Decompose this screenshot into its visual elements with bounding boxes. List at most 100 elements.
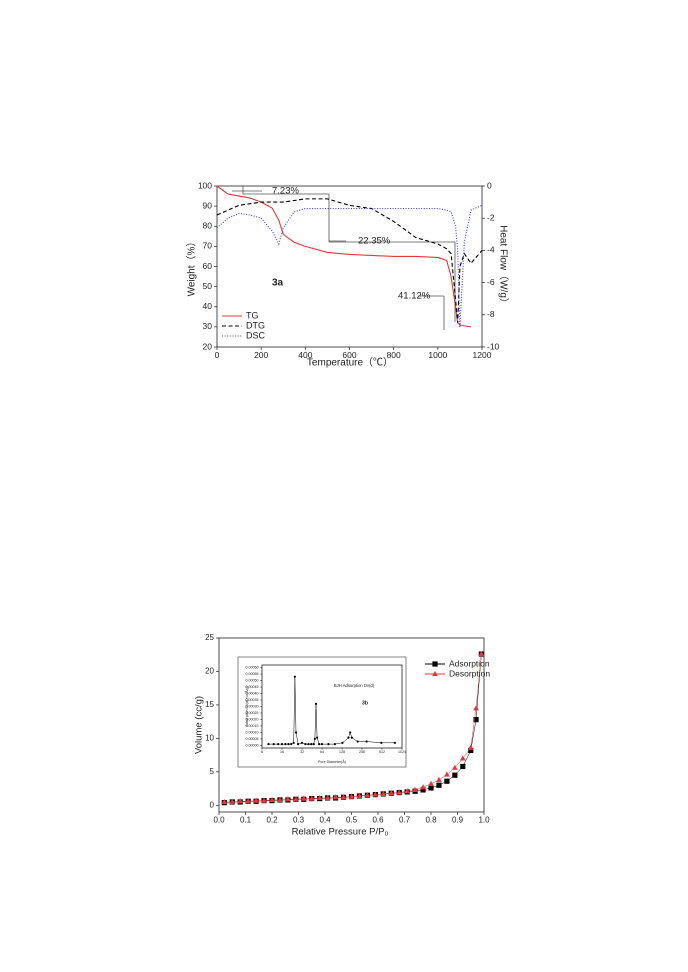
- series-line: [224, 654, 482, 803]
- y-tick-label: 0.00040: [246, 691, 259, 695]
- x-tick-label: 1024: [398, 750, 406, 754]
- y-tick-label: 90: [203, 200, 213, 210]
- y2-tick-label: -4: [487, 245, 495, 255]
- y-tick-label: 0.00020: [246, 717, 259, 721]
- y-axis-label: Adsorption Dv(d) (cc/Å/g): [244, 686, 249, 726]
- marker: [420, 787, 426, 793]
- marker: [285, 796, 291, 802]
- x-tick-label: 400: [298, 350, 312, 360]
- y2-tick-label: -6: [487, 277, 495, 287]
- y-axis-label: Weight（%）: [186, 237, 198, 297]
- marker: [393, 741, 396, 744]
- y-tick-label: 0: [210, 800, 215, 809]
- x-tick-label: 256: [359, 750, 365, 754]
- marker: [229, 798, 236, 805]
- y-tick-label: 15: [205, 700, 214, 709]
- marker: [304, 743, 307, 746]
- x-tick-label: 200: [254, 350, 268, 360]
- y-tick-label: 0.00015: [246, 724, 259, 728]
- marker: [221, 798, 228, 805]
- marker: [287, 743, 290, 746]
- marker: [404, 788, 411, 794]
- panel-label: 3a: [272, 278, 284, 289]
- y-axis-label: Volume (cc/g): [194, 696, 205, 754]
- annotation: 41.12%: [398, 291, 431, 302]
- y-tick-label: 0.00045: [246, 685, 259, 689]
- y2-tick-label: -10: [487, 341, 500, 351]
- x-tick-label: 0.3: [293, 816, 305, 825]
- marker: [467, 744, 474, 750]
- marker: [308, 795, 315, 801]
- marker: [436, 776, 442, 782]
- marker: [314, 702, 318, 706]
- annotation: 22.35%: [358, 236, 391, 247]
- x-tick-label: 0.1: [240, 816, 252, 825]
- y2-tick-label: 0: [487, 180, 492, 190]
- y-tick-label: 10: [205, 733, 214, 742]
- marker: [452, 772, 458, 778]
- y-tick-label: 50: [203, 281, 213, 291]
- y-tick-label: 0.00035: [246, 698, 259, 702]
- marker: [313, 737, 316, 741]
- marker: [380, 741, 383, 744]
- x-tick-label: 512: [379, 750, 385, 754]
- marker: [473, 705, 479, 711]
- y-tick-label: 40: [203, 301, 213, 311]
- x-tick-label: 0.5: [346, 816, 358, 825]
- series-line: [216, 204, 483, 328]
- x-tick-label: 0.8: [425, 816, 437, 825]
- marker: [293, 675, 296, 678]
- x-tick-label: 1000: [428, 350, 447, 360]
- marker: [320, 743, 324, 746]
- y-tick-label: 100: [198, 180, 212, 190]
- y-tick-label: 80: [203, 221, 213, 231]
- marker: [356, 792, 363, 799]
- y-tick-label: 0.00005: [246, 737, 259, 741]
- marker: [277, 743, 280, 746]
- annotation-brackets: [232, 186, 456, 330]
- inset-title: BJH Adsorption Dv(d): [334, 683, 375, 688]
- series-line: [216, 185, 472, 328]
- x-tick-label: 0.9: [452, 816, 464, 825]
- marker: [294, 731, 298, 734]
- legend-label: TG: [246, 310, 259, 320]
- x-tick-label: 0.0: [213, 816, 225, 825]
- marker: [365, 740, 368, 743]
- marker: [432, 670, 438, 677]
- marker: [428, 785, 434, 791]
- marker: [284, 743, 287, 746]
- marker: [473, 717, 479, 723]
- marker: [297, 743, 300, 746]
- y-tick-label: 0.00030: [246, 704, 259, 708]
- legend-label: DSC: [246, 330, 266, 340]
- x-tick-label: 0.4: [319, 816, 331, 825]
- legend-label: Adsorption: [449, 658, 490, 668]
- marker: [315, 736, 319, 739]
- marker: [267, 743, 270, 746]
- marker: [412, 786, 418, 792]
- marker: [478, 650, 485, 657]
- x-tick-label: 600: [342, 350, 356, 360]
- annotation: 7.23%: [272, 186, 299, 197]
- y2-tick-label: -2: [487, 212, 495, 222]
- x-tick-label: 1.0: [478, 816, 490, 825]
- y-tick-label: 0.00050: [246, 679, 259, 683]
- marker: [332, 794, 339, 800]
- marker: [269, 796, 275, 803]
- marker: [372, 791, 379, 797]
- marker: [380, 790, 387, 797]
- marker: [333, 743, 336, 746]
- marker: [396, 789, 403, 795]
- marker: [349, 731, 352, 734]
- marker: [341, 741, 344, 744]
- bracket: [242, 186, 456, 322]
- x-tick-label: 0: [215, 350, 220, 360]
- y-tick-label: 20: [205, 667, 214, 676]
- y-tick-label: 0.00010: [246, 730, 259, 734]
- marker: [460, 763, 466, 770]
- x-axis-label: Temperature（℃）: [307, 357, 393, 369]
- marker: [364, 792, 371, 798]
- marker: [245, 798, 252, 804]
- marker: [312, 743, 315, 746]
